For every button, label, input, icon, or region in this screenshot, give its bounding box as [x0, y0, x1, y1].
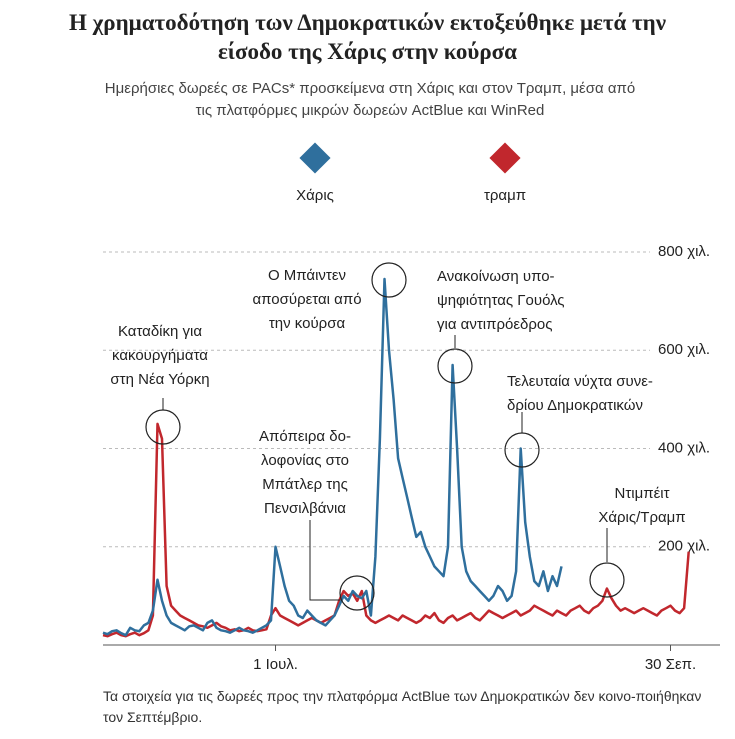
- annotation-text: στη Νέα Υόρκη: [110, 371, 209, 388]
- legend-marker: [299, 142, 331, 174]
- series-line: [102, 422, 690, 638]
- x-tick-label: 1 Ιουλ.: [253, 656, 298, 673]
- annotation-circle: [437, 348, 473, 384]
- legend-marker: [489, 142, 521, 174]
- annotation-text: δρίου Δημοκρατικών: [507, 397, 643, 414]
- annotation-text: Τελευταία νύχτα συνε-: [507, 373, 653, 390]
- y-tick-label: 600 χιλ.: [658, 341, 710, 358]
- annotation-text: αποσύρεται από: [252, 291, 361, 308]
- annotation-text: για αντιπρόεδρος: [437, 316, 552, 333]
- annotation-text: ψηφιότητας Γουόλς: [437, 292, 565, 309]
- annotation-text: Πενσιλβάνια: [264, 500, 346, 517]
- legend-label: Χάρις: [296, 187, 334, 204]
- annotation-text: Ντιμπέιτ: [614, 485, 669, 502]
- annotation-text: Μπάτλερ της: [262, 476, 348, 493]
- annotation-text: κακουργήματα: [112, 347, 208, 364]
- annotation-text: Καταδίκη για: [118, 323, 202, 340]
- chart-subtitle: Ημερήσιες δωρεές σε PACs* προσκείμενα στ…: [104, 80, 636, 119]
- annotation-text: Απόπειρα δο-: [259, 428, 351, 445]
- annotation-circle: [589, 562, 625, 598]
- y-tick-label: 200 χιλ.: [658, 538, 710, 555]
- y-tick-label: 800 χιλ.: [658, 243, 710, 260]
- chart-title: Η χρηματοδότηση των Δημοκρατικών εκτοξεύ…: [69, 10, 666, 64]
- legend-label: τραμπ: [484, 187, 526, 204]
- x-tick-label: 30 Σεπ.: [645, 656, 696, 673]
- annotation-text: Ανακοίνωση υπο-: [437, 268, 555, 285]
- chart: Χάρις τραμπ 200 χιλ. 400 χιλ. 600 χιλ. 800 χι…: [102, 142, 720, 673]
- annotation-circle: [339, 575, 375, 611]
- y-tick-label: 400 χιλ.: [658, 439, 710, 456]
- annotation-leader: [309, 520, 340, 601]
- annotation-circle: [371, 262, 407, 298]
- footnote: Τα στοιχεία για τις δωρεές προς την πλατ…: [103, 688, 702, 725]
- annotation-text: την κούρσα: [269, 315, 346, 332]
- annotation-text: λοφονίας στο: [261, 452, 349, 469]
- annotation-text: Ο Μπάιντεν: [268, 267, 346, 284]
- series-line: [102, 277, 563, 637]
- annotation-text: Χάρις/Τραμπ: [598, 509, 685, 526]
